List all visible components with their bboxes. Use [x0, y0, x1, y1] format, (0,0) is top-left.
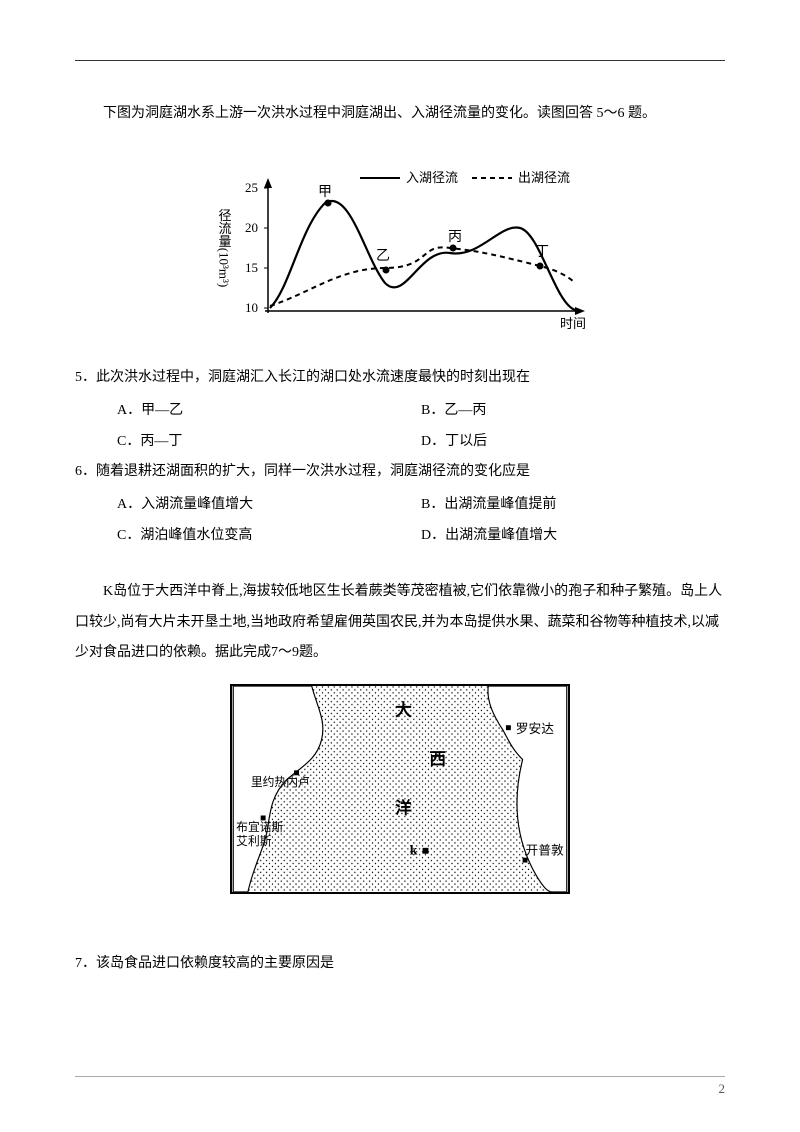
map-rio: 里约热内卢 [251, 775, 310, 789]
ytick-10: 10 [245, 300, 258, 315]
q6-opt-a: A．入湖流量峰值增大 [117, 490, 421, 521]
marker-jia: 甲 [325, 200, 332, 207]
q7-stem: 7．该岛食品进口依赖度较高的主要原因是 [75, 949, 725, 980]
q5-options: A．甲—乙 B．乙—丙 C．丙—丁 D．丁以后 [75, 396, 725, 458]
atlantic-map: 大 西 洋 里约热内卢 布宜诺斯 艾利斯 罗安达 开普敦 k [230, 684, 570, 894]
map-buenos-2: 艾利斯 [236, 835, 272, 848]
marker-bing [450, 245, 457, 252]
q5-opt-d: D．丁以后 [421, 427, 725, 458]
legend-inflow: 入湖径流 [406, 170, 458, 185]
y-axis-label: 径流量(10³m³) [217, 209, 232, 288]
q6-opt-d: D．出湖流量峰值增大 [421, 521, 725, 552]
marker-yi-label: 乙 [376, 248, 390, 264]
map-buenos-1: 布宜诺斯 [236, 820, 283, 834]
q5-opt-c: C．丙—丁 [117, 427, 421, 458]
legend-outflow: 出湖径流 [518, 170, 570, 185]
map-ocean-2: 西 [429, 750, 446, 769]
q6-opt-c: C．湖泊峰值水位变高 [117, 521, 421, 552]
map-ocean-3: 洋 [395, 798, 412, 818]
marker-jia-label: 甲 [318, 185, 332, 200]
x-axis-label: 时间 [560, 316, 586, 331]
map-cape: 开普敦 [526, 843, 564, 858]
footer-divider [75, 1076, 725, 1077]
q5-opt-a: A．甲—乙 [117, 396, 421, 427]
marker-ding-label: 丁 [535, 245, 549, 260]
intro-text-1: 下图为洞庭湖水系上游一次洪水过程中洞庭湖出、入湖径流量的变化。读图回答 5～6 … [75, 100, 725, 128]
marker-ding [537, 263, 544, 270]
marker-bing-label: 丙 [448, 230, 462, 245]
q6-stem: 6．随着退耕还湖面积的扩大，同样一次洪水过程，洞庭湖径流的变化应是 [75, 457, 725, 488]
marker-yi [383, 267, 390, 274]
map-luanda: 罗安达 [516, 722, 554, 736]
q6-opt-b: B．出湖流量峰值提前 [421, 490, 725, 521]
q5-opt-b: B．乙—丙 [421, 396, 725, 427]
map-k: k [410, 843, 418, 858]
ytick-25: 25 [245, 180, 258, 195]
q5-stem: 5．此次洪水过程中，洞庭湖汇入长江的湖口处水流速度最快的时刻出现在 [75, 363, 725, 394]
outflow-line [270, 247, 575, 306]
runoff-chart: 10 15 20 25 径流量(10³m³) 时间 入湖径流 出湖径流 甲 甲 … [210, 148, 590, 338]
page-number: 2 [719, 1081, 726, 1097]
map-ocean-1: 大 [395, 700, 412, 720]
ytick-15: 15 [245, 260, 258, 275]
ytick-20: 20 [245, 220, 258, 235]
top-divider [75, 60, 725, 61]
q6-options: A．入湖流量峰值增大 B．出湖流量峰值提前 C．湖泊峰值水位变高 D．出湖流量峰… [75, 490, 725, 552]
passage-2: K岛位于大西洋中脊上,海拔较低地区生长着蕨类等茂密植被,它们依靠微小的孢子和种子… [75, 577, 725, 669]
